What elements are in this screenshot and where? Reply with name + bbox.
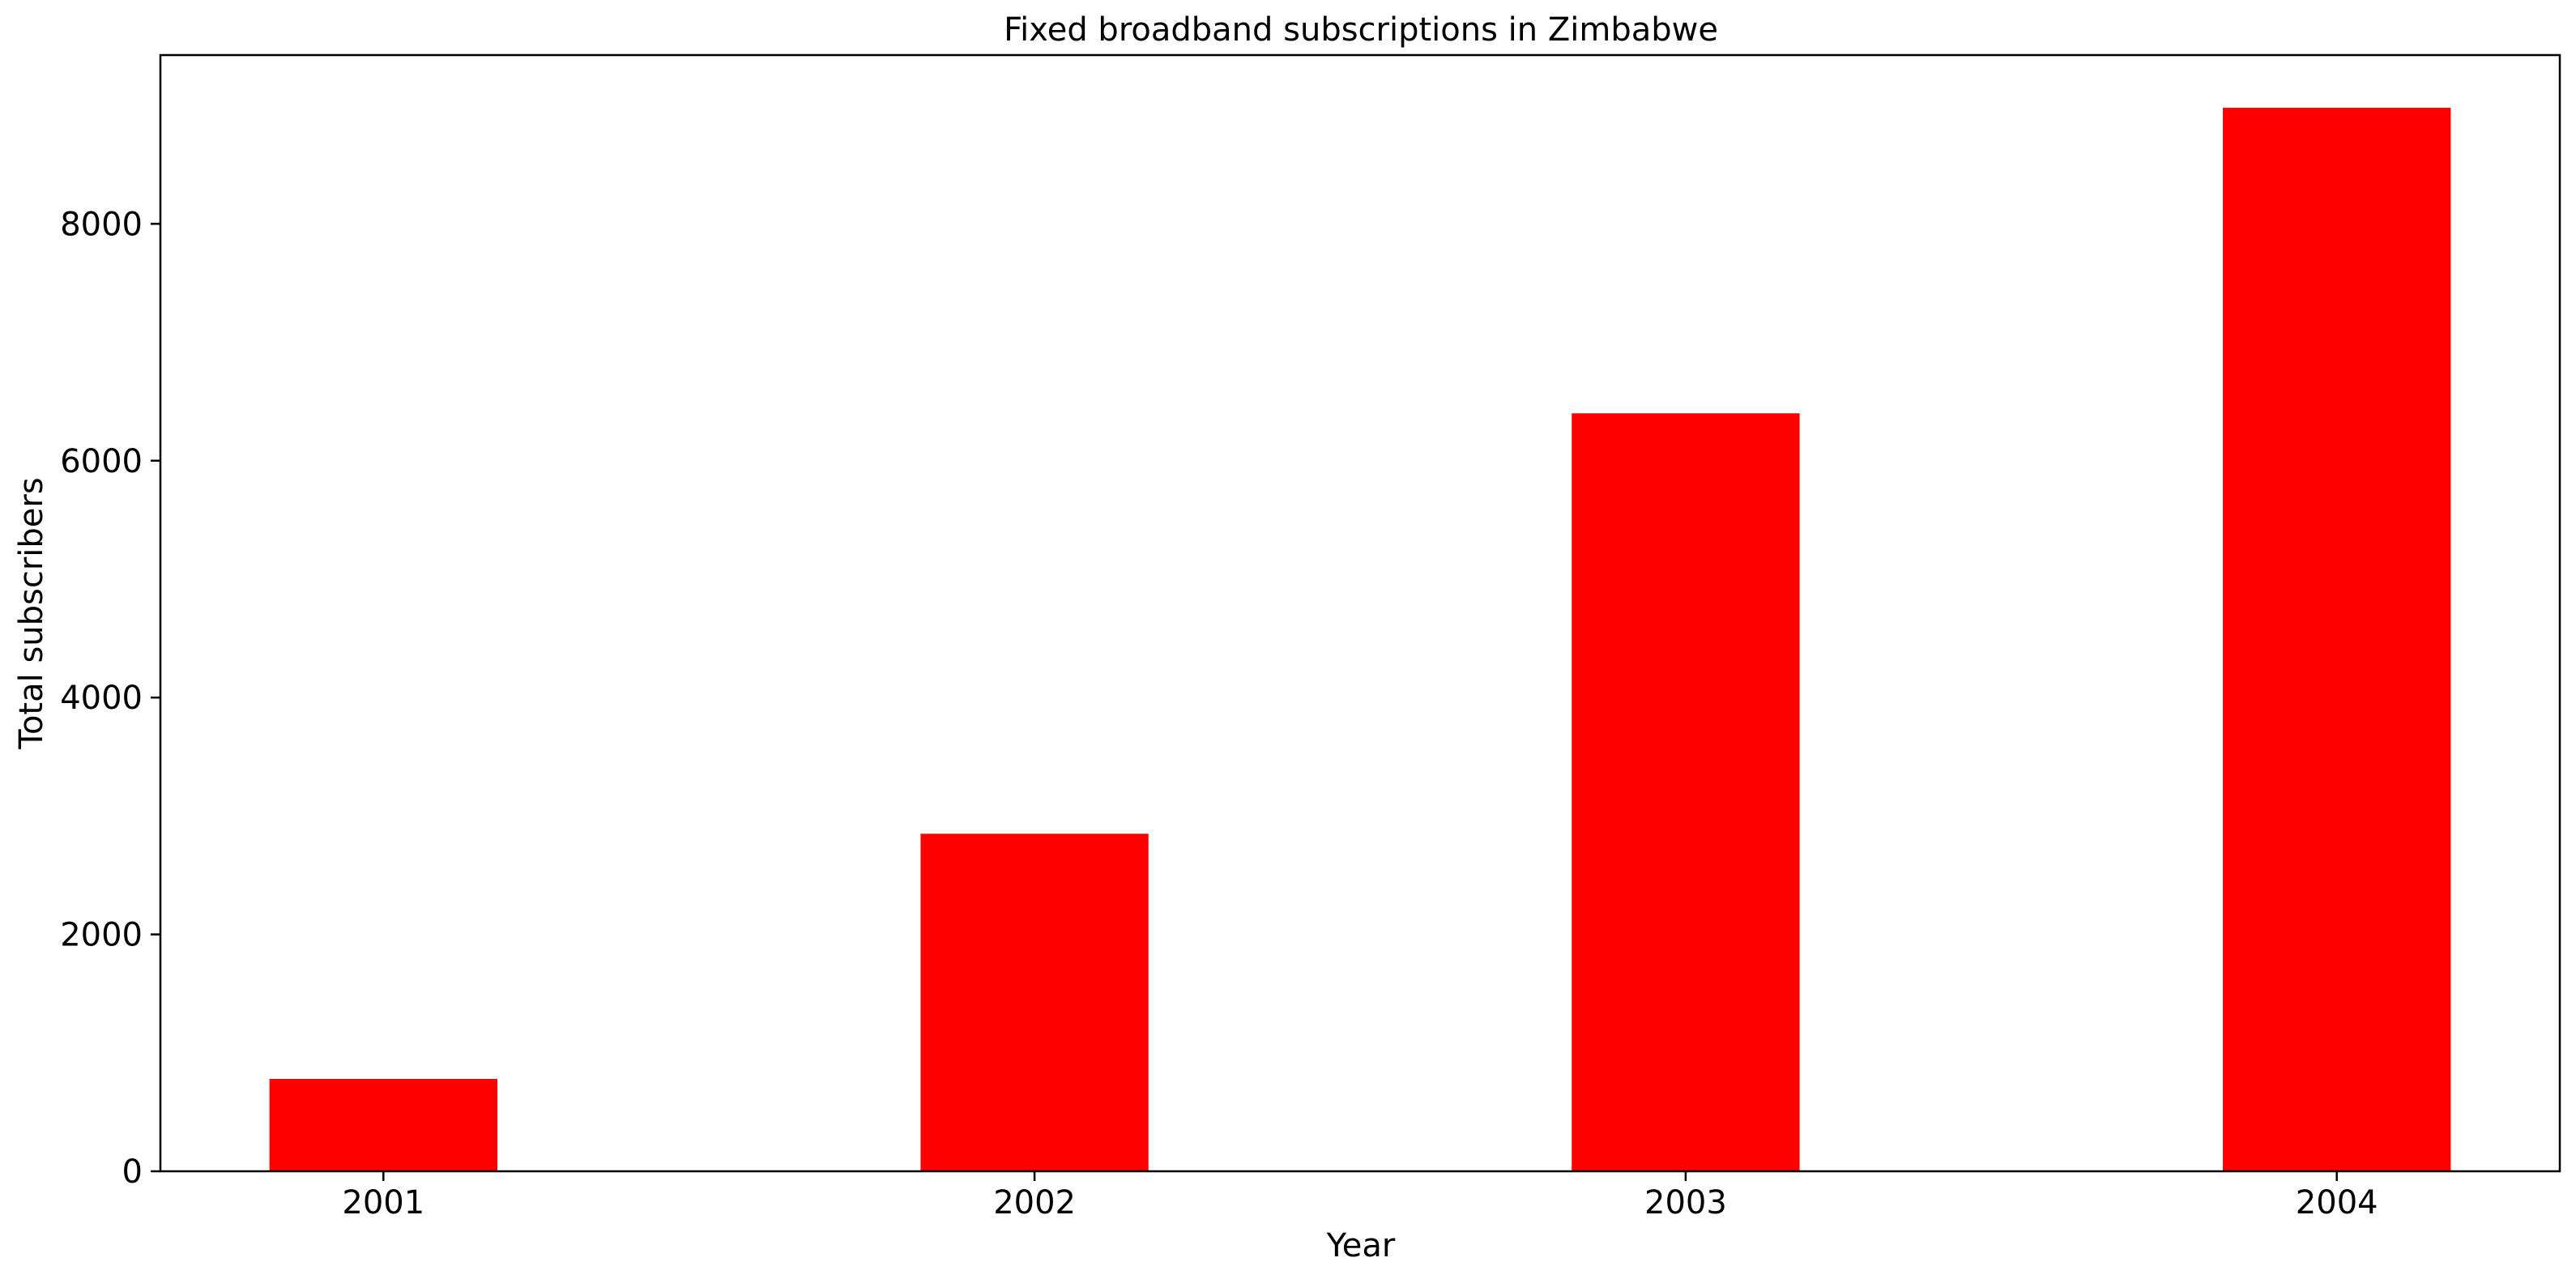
chart-title: Fixed broadband subscriptions in Zimbabw… <box>1004 11 1718 49</box>
x-tick-label: 2003 <box>1644 1184 1727 1221</box>
x-tick-label: 2002 <box>993 1184 1076 1221</box>
y-tick-label: 0 <box>122 1153 143 1191</box>
bars-layer <box>269 108 2451 1172</box>
y-tick-label: 8000 <box>60 206 143 243</box>
y-tick-label: 4000 <box>60 680 143 717</box>
plot-frame <box>159 53 2561 1173</box>
bar-2002 <box>920 833 1149 1171</box>
x-tick-label: 2001 <box>342 1184 424 1221</box>
bar-2004 <box>2223 108 2451 1172</box>
bar-2001 <box>269 1078 497 1171</box>
x-axis-ticks: 2001 2002 2003 2004 <box>342 1171 2378 1221</box>
y-axis-label: Total subscribers <box>13 477 50 749</box>
y-axis-ticks: 0 2000 4000 6000 8000 <box>60 206 160 1191</box>
x-axis-label: Year <box>1326 1227 1396 1264</box>
y-tick-label: 2000 <box>60 917 143 954</box>
x-tick-label: 2004 <box>2296 1184 2378 1221</box>
bar-2003 <box>1572 413 1800 1171</box>
y-tick-label: 6000 <box>60 443 143 480</box>
